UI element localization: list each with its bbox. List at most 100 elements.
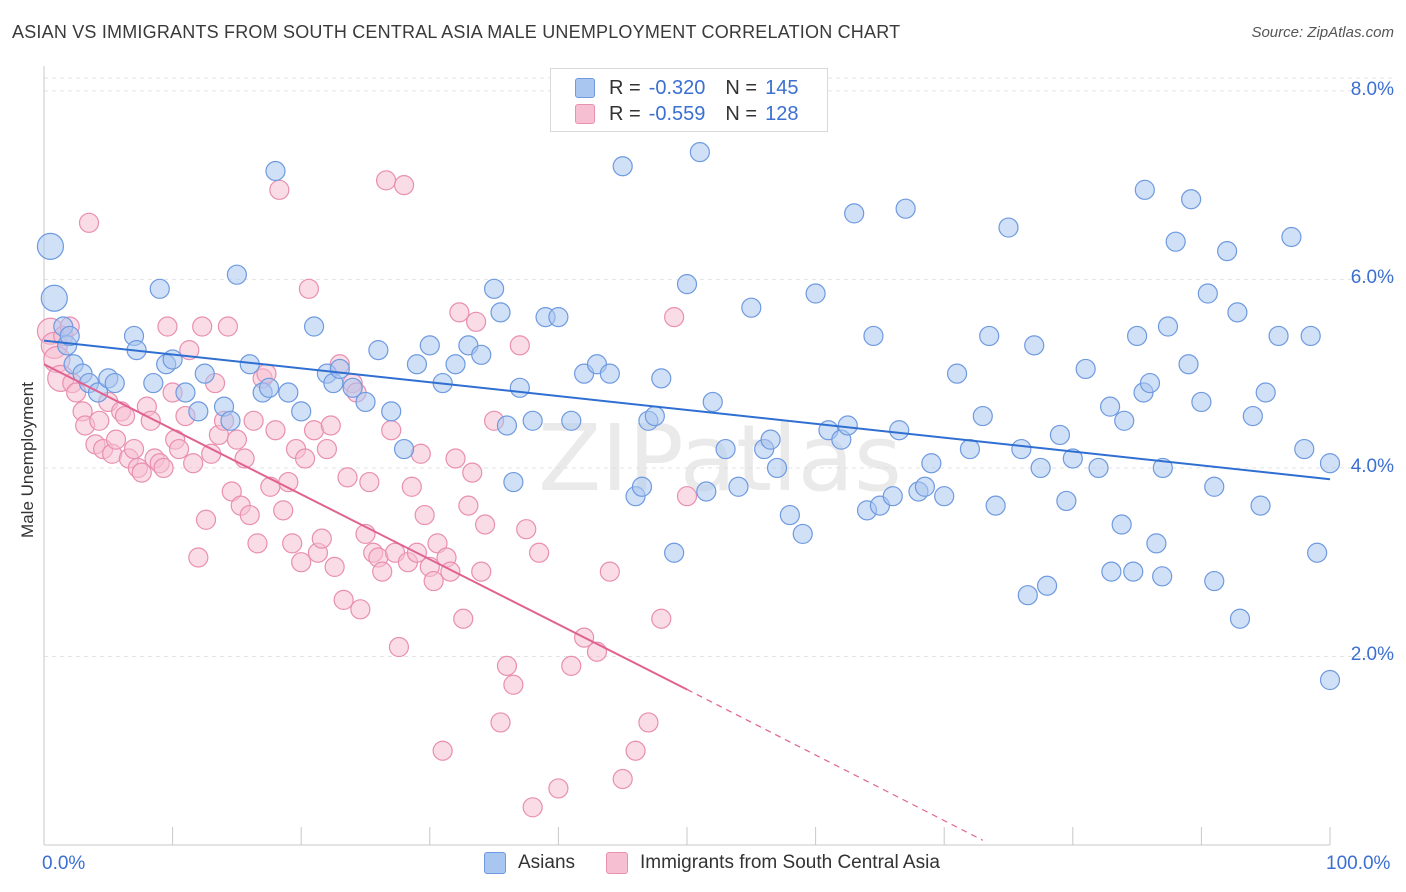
immigrants-point — [496, 655, 518, 676]
r-value: -0.559 — [648, 102, 706, 125]
asians-point — [1294, 438, 1315, 460]
asians-point — [631, 476, 653, 497]
asians-point — [503, 471, 524, 493]
y-tick-label-2: 6.0% — [1350, 267, 1394, 289]
asians-point — [40, 284, 68, 312]
asians-point — [1227, 302, 1248, 323]
immigrants-point — [320, 415, 341, 436]
asians-point — [1191, 391, 1212, 413]
stats-legend: R = -0.320 N = 145 R = -0.559 N = 128 — [550, 68, 828, 132]
asians-point — [882, 486, 903, 507]
asians-point — [1268, 325, 1289, 347]
immigrants-point — [273, 500, 294, 521]
immigrants-point — [316, 438, 338, 460]
n-label: N = — [725, 76, 758, 99]
immigrants-point — [333, 589, 354, 611]
asians-point — [381, 401, 402, 422]
legend-label-asians: Asians — [518, 852, 576, 873]
asians-point — [959, 438, 981, 460]
asians-point — [599, 363, 620, 384]
immigrants-point — [201, 443, 222, 464]
immigrants-point — [427, 533, 448, 554]
immigrants-point — [359, 471, 380, 493]
immigrants-point — [381, 420, 402, 441]
stats-swatch-immigrants — [575, 104, 595, 124]
immigrants-point — [195, 509, 217, 530]
asians-point — [1088, 457, 1109, 479]
asians-point — [715, 438, 736, 460]
immigrants-point — [599, 561, 620, 582]
immigrants-point — [432, 740, 453, 761]
asians-point — [1030, 457, 1051, 479]
asians-point — [471, 344, 492, 365]
immigrants-point — [548, 778, 569, 799]
immigrants-point — [324, 556, 345, 578]
trend-line-immigrants-extension — [686, 688, 984, 841]
asians-point — [59, 325, 80, 347]
trend-line-immigrants — [43, 363, 688, 691]
asians-point — [844, 203, 865, 224]
asians-point — [561, 410, 582, 431]
asians-point — [979, 325, 1000, 347]
immigrants-point — [465, 311, 487, 332]
asians-point — [149, 278, 170, 299]
asians-point — [863, 325, 884, 347]
immigrants-point — [414, 504, 435, 526]
stats-swatch-asians — [575, 78, 595, 98]
immigrants-point — [157, 316, 178, 337]
asians-point — [946, 363, 968, 384]
immigrants-point — [440, 561, 461, 582]
asians-point — [1204, 476, 1225, 497]
asians-point — [1319, 669, 1341, 691]
legend-item-asians[interactable]: Asians — [484, 852, 575, 874]
asians-point — [1036, 575, 1058, 596]
asians-point — [278, 382, 299, 403]
asians-point — [1123, 561, 1144, 582]
immigrants-point — [423, 570, 444, 592]
asians-point — [1319, 453, 1341, 474]
r-label: R = — [609, 76, 641, 99]
asians-point — [143, 372, 164, 394]
x-tick-label-max: 100.0% — [1326, 853, 1391, 874]
immigrants-point — [522, 797, 543, 818]
n-label: N = — [725, 102, 758, 125]
r-label: R = — [609, 102, 641, 125]
immigrants-point — [247, 533, 268, 554]
asians-point — [1229, 608, 1251, 629]
immigrants-point — [265, 420, 286, 441]
r-value: -0.320 — [648, 76, 706, 99]
immigrants-point — [303, 420, 325, 441]
immigrants-point — [410, 443, 431, 464]
immigrants-point — [638, 712, 659, 733]
asians-point — [490, 302, 511, 323]
asians-point — [291, 401, 312, 422]
asians-point — [188, 401, 209, 422]
immigrants-point — [131, 462, 152, 483]
immigrants-point — [388, 636, 410, 658]
stats-row-asians: R = -0.320 N = 145 — [575, 75, 798, 101]
asians-point — [1281, 226, 1302, 248]
asians-point — [1217, 241, 1238, 262]
trend-line-asians — [43, 339, 1331, 481]
immigrants-point — [350, 599, 371, 620]
immigrants-point — [503, 674, 524, 695]
asians-point — [368, 339, 389, 361]
asians-point — [1114, 410, 1135, 431]
asians-point — [689, 142, 710, 163]
asians-point — [837, 415, 858, 436]
asians-point — [741, 297, 762, 318]
asians-point — [676, 274, 698, 295]
legend-label-immigrants: Immigrants from South Central Asia — [640, 852, 940, 873]
immigrants-point — [226, 429, 247, 450]
asians-point — [1017, 585, 1038, 606]
immigrants-point — [282, 533, 303, 554]
axes — [43, 66, 1331, 846]
series-legend: Asians Immigrants from South Central Asi… — [0, 852, 1406, 878]
immigrants-point — [676, 486, 698, 507]
asians-point — [914, 476, 936, 497]
legend-item-immigrants[interactable]: Immigrants from South Central Asia — [606, 852, 940, 874]
asians-point — [342, 377, 363, 398]
immigrants-point — [445, 448, 466, 469]
asians-point — [1024, 335, 1045, 356]
immigrants-point — [529, 542, 550, 563]
